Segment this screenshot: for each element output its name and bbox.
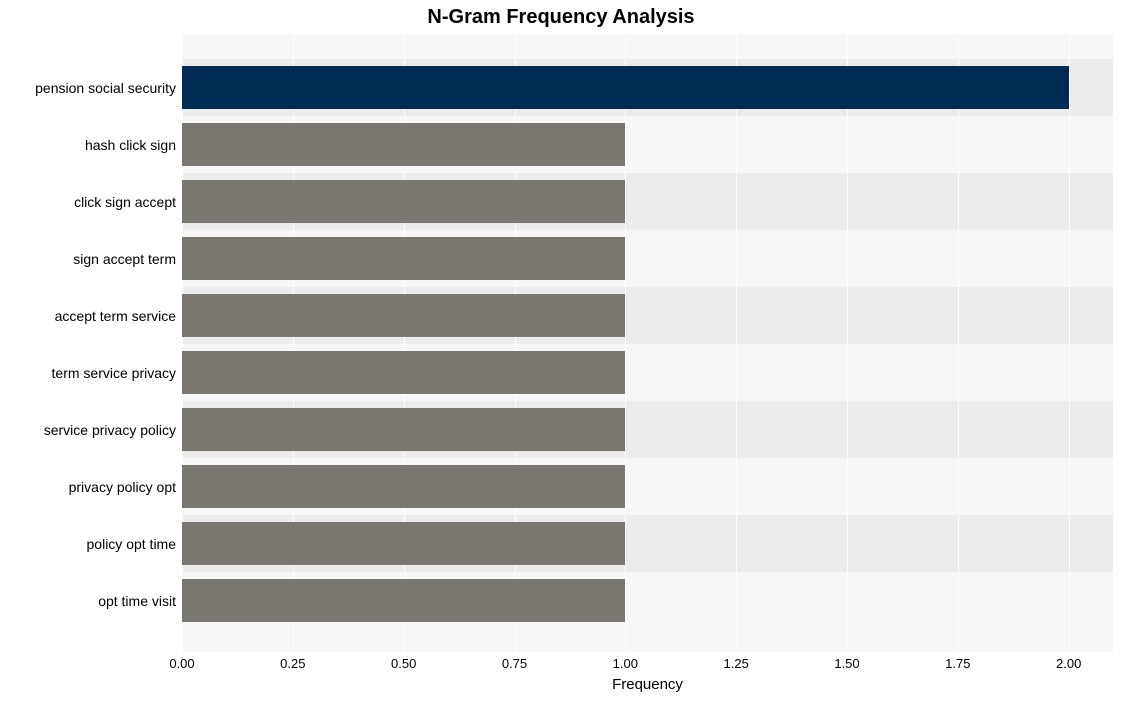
grid-line bbox=[625, 34, 626, 652]
grid-line bbox=[736, 34, 737, 652]
bar bbox=[182, 465, 625, 508]
bar bbox=[182, 180, 625, 223]
y-tick-label: opt time visit bbox=[0, 593, 176, 609]
y-axis-labels: pension social security hash click sign cl… bbox=[0, 0, 182, 701]
y-tick-label: hash click sign bbox=[0, 137, 176, 153]
ngram-chart: N-Gram Frequency Analysis pension social… bbox=[0, 0, 1122, 701]
y-tick-label: click sign accept bbox=[0, 194, 176, 210]
grid-line bbox=[847, 34, 848, 652]
plot-area bbox=[182, 34, 1113, 652]
x-tick-label: 0.00 bbox=[169, 656, 194, 671]
x-axis-title: Frequency bbox=[182, 676, 1113, 693]
x-tick-label: 1.25 bbox=[724, 656, 749, 671]
bar bbox=[182, 294, 625, 337]
x-tick-label: 2.00 bbox=[1056, 656, 1081, 671]
x-tick-label: 1.75 bbox=[945, 656, 970, 671]
y-tick-label: term service privacy bbox=[0, 365, 176, 381]
bar bbox=[182, 66, 1069, 109]
y-tick-label: service privacy policy bbox=[0, 422, 176, 438]
grid-line bbox=[1069, 34, 1070, 652]
y-tick-label: sign accept term bbox=[0, 251, 176, 267]
bar bbox=[182, 408, 625, 451]
x-tick-label: 1.50 bbox=[834, 656, 859, 671]
bar bbox=[182, 579, 625, 622]
y-tick-label: policy opt time bbox=[0, 536, 176, 552]
grid-line bbox=[958, 34, 959, 652]
bar bbox=[182, 522, 625, 565]
x-tick-label: 0.25 bbox=[280, 656, 305, 671]
bar bbox=[182, 351, 625, 394]
bar bbox=[182, 123, 625, 166]
bar bbox=[182, 237, 625, 280]
x-tick-label: 1.00 bbox=[613, 656, 638, 671]
x-tick-label: 0.75 bbox=[502, 656, 527, 671]
y-tick-label: accept term service bbox=[0, 308, 176, 324]
y-tick-label: privacy policy opt bbox=[0, 479, 176, 495]
y-tick-label: pension social security bbox=[0, 80, 176, 96]
x-tick-label: 0.50 bbox=[391, 656, 416, 671]
